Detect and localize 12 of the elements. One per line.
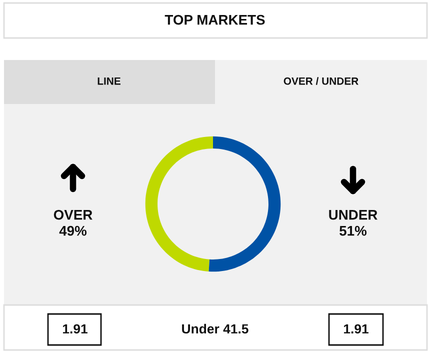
- data-label: 49%: [59, 226, 87, 236]
- chart-title: TOP MARKETS: [164, 14, 265, 25]
- text: 1.91: [344, 324, 368, 334]
- text: LINE: [98, 78, 120, 85]
- slice-label: UNDER: [329, 210, 378, 220]
- text: Under 41.5: [182, 324, 248, 334]
- data-label: 51%: [340, 226, 367, 236]
- slice-label: OVER: [54, 210, 92, 220]
- donut-slice: [208, 136, 281, 272]
- donut-slice: [145, 136, 213, 272]
- text: OVER / UNDER: [284, 77, 358, 85]
- text: 1.91: [62, 324, 88, 334]
